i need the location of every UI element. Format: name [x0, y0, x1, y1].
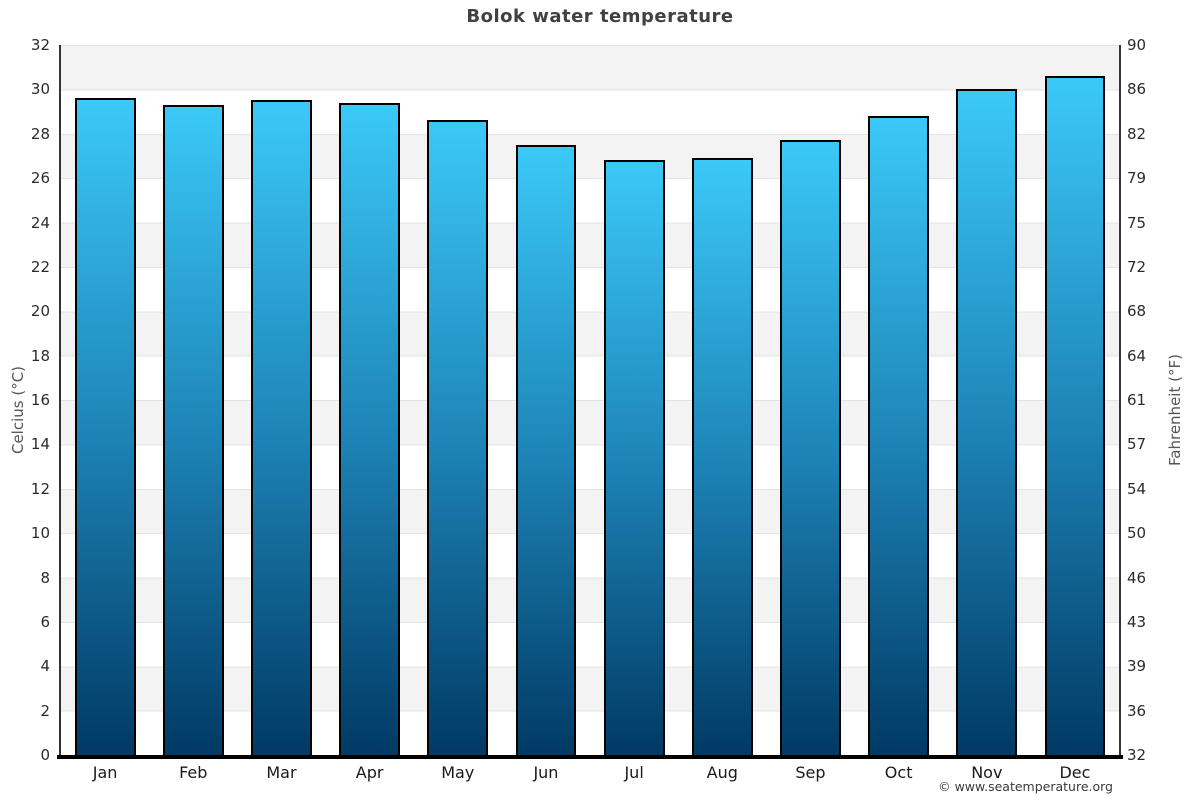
bar-apr	[339, 102, 401, 755]
y-axis-right-title: Fahrenheit (°F)	[1166, 354, 1184, 466]
month-label-sep: Sep	[795, 763, 826, 782]
bar-slot-jul	[590, 45, 678, 755]
bar-feb	[162, 104, 224, 755]
y-tick-fahrenheit: 72	[1127, 257, 1147, 276]
y-tick-fahrenheit: 54	[1127, 479, 1147, 498]
y-tick-fahrenheit: 43	[1127, 612, 1147, 631]
month-label-nov: Nov	[971, 763, 1003, 782]
y-tick-fahrenheit: 36	[1127, 701, 1147, 720]
y-tick-celsius: 20	[30, 302, 50, 321]
y-tick-celsius: 32	[30, 36, 50, 54]
y-tick-celsius: 16	[30, 391, 50, 409]
y-tick-fahrenheit: 75	[1127, 213, 1147, 232]
bar-slot-nov	[943, 45, 1031, 755]
month-label-apr: Apr	[355, 763, 384, 782]
bar-slot-aug	[678, 45, 766, 755]
bar-dec	[1044, 76, 1106, 755]
bar-jun	[515, 144, 577, 755]
month-label-aug: Aug	[706, 763, 738, 782]
x-axis-month-labels: Jan Feb Mar Apr May Jun Jul Aug Sep Oct Nov Dec	[61, 763, 1119, 782]
bar-slot-apr	[326, 45, 414, 755]
month-label-feb: Feb	[179, 763, 208, 782]
y-tick-fahrenheit: 39	[1127, 657, 1147, 676]
month-label-jan: Jan	[92, 763, 118, 782]
y-tick-celsius: 30	[30, 80, 50, 99]
y-tick-fahrenheit: 64	[1127, 346, 1147, 365]
y-tick-celsius: 0	[40, 746, 50, 764]
y-tick-celsius: 26	[30, 169, 50, 188]
month-label-jun: Jun	[533, 763, 559, 782]
bar-jul	[603, 160, 665, 755]
y-axis-fahrenheit-ticks: 90 86 82 79 75 72 68 64 61 57 54 50 46 43 39 36 32	[1127, 36, 1187, 764]
month-label-dec: Dec	[1059, 763, 1091, 782]
month-label-may: May	[441, 763, 475, 782]
y-tick-celsius: 24	[30, 213, 50, 232]
y-tick-celsius: 2	[40, 701, 50, 720]
x-axis-baseline	[57, 755, 1123, 759]
y-tick-celsius: 10	[30, 524, 50, 543]
month-label-jul: Jul	[624, 763, 644, 782]
y-tick-fahrenheit: 61	[1127, 391, 1147, 409]
y-tick-fahrenheit: 82	[1127, 124, 1147, 143]
month-label-mar: Mar	[266, 763, 297, 782]
bar-aug	[691, 158, 753, 755]
y-tick-celsius: 12	[30, 479, 50, 498]
bar-slot-dec	[1031, 45, 1119, 755]
plot-area	[61, 45, 1119, 755]
bar-sep	[780, 140, 841, 755]
bar-slot-feb	[149, 45, 237, 755]
y-tick-fahrenheit: 90	[1127, 36, 1147, 54]
y-axis-celsius-ticks: 32 30 28 26 24 22 20 18 16 14 12 10 8 6 4 2 0	[0, 36, 50, 764]
y-tick-fahrenheit: 32	[1127, 746, 1147, 764]
y-tick-celsius: 4	[40, 657, 50, 676]
y-tick-fahrenheit: 79	[1127, 169, 1147, 188]
y-axis-left-title: Celcius (°C)	[9, 365, 27, 455]
bar-nov	[956, 89, 1018, 755]
y-tick-celsius: 6	[40, 612, 50, 631]
y-axis-left-line	[59, 45, 61, 755]
bar-may	[427, 120, 489, 755]
bar-slot-jun	[502, 45, 590, 755]
bar-slot-jan	[61, 45, 149, 755]
bar-slot-sep	[766, 45, 854, 755]
y-tick-celsius: 22	[30, 257, 50, 276]
bar-series	[61, 45, 1119, 755]
bar-jan	[74, 98, 136, 755]
y-axis-right-line	[1119, 45, 1121, 755]
month-label-oct: Oct	[884, 763, 913, 782]
y-tick-fahrenheit: 46	[1127, 568, 1147, 587]
y-tick-fahrenheit: 57	[1127, 435, 1147, 454]
bar-mar	[251, 100, 312, 755]
y-tick-celsius: 28	[30, 124, 50, 143]
y-tick-fahrenheit: 50	[1127, 524, 1147, 543]
y-tick-fahrenheit: 68	[1127, 302, 1147, 321]
bar-slot-oct	[855, 45, 943, 755]
copyright-attribution: © www.seatemperature.org	[938, 779, 1113, 794]
chart-title: Bolok water temperature	[466, 6, 734, 27]
y-tick-fahrenheit: 86	[1127, 80, 1147, 99]
bar-slot-may	[414, 45, 502, 755]
y-tick-celsius: 14	[30, 435, 50, 454]
bar-oct	[868, 116, 930, 755]
y-tick-celsius: 8	[40, 568, 50, 587]
y-tick-celsius: 18	[30, 346, 50, 365]
bar-slot-mar	[237, 45, 325, 755]
